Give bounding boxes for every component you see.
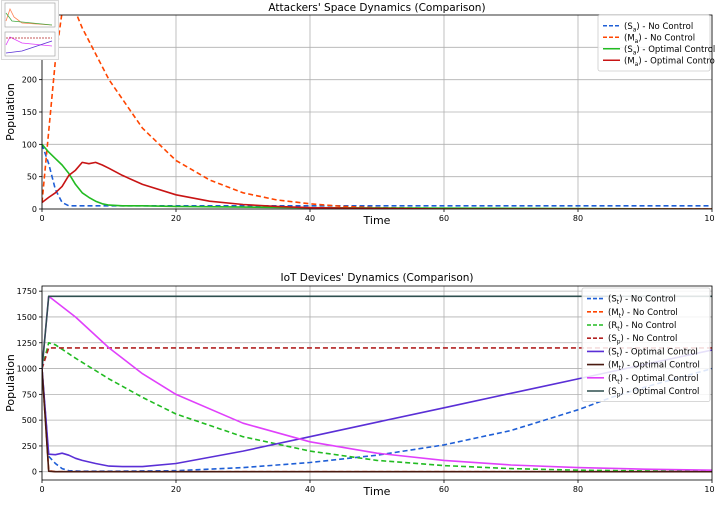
axes-frame — [41, 285, 713, 481]
chart-title: Attackers' Space Dynamics (Comparison) — [268, 2, 485, 14]
x-tick-label: 20 — [171, 214, 181, 223]
series-line-3 — [42, 143, 712, 209]
x-tick-label: 80 — [573, 214, 583, 223]
x-tick-label: 60 — [439, 214, 449, 223]
legend-label-1: (Sa) - No Control — [624, 22, 693, 34]
chart-panel-1: 020406080100050100150200250Attackers' Sp… — [4, 2, 715, 227]
y-tick-label: 500 — [22, 416, 37, 425]
legend-label-7: (Rt) - Optimal Control — [608, 374, 698, 386]
y-tick-label: 100 — [22, 140, 37, 149]
x-tick-label: 100 — [704, 214, 715, 223]
legend-label-4: (Ma) - Optimal Control — [624, 56, 715, 68]
y-tick-label: 750 — [22, 390, 37, 399]
axes-frame — [41, 14, 713, 210]
x-tick-label: 40 — [305, 485, 315, 494]
legend-label-8: (Sp) - Optimal Control — [608, 387, 699, 399]
y-tick-label: 1000 — [17, 365, 37, 374]
y-tick-label: 1750 — [17, 287, 37, 296]
x-tick-label: 0 — [39, 485, 44, 494]
legend-label-2: (Mt) - No Control — [608, 308, 678, 320]
series-line-5 — [42, 349, 712, 468]
legend-label-1: (St) - No Control — [608, 295, 676, 307]
legend-box — [581, 287, 711, 402]
legend-label-3: (Rt) - No Control — [608, 321, 676, 333]
legend-label-5: (St) - Optimal Control — [608, 347, 698, 359]
legend-label-6: (Mt) - Optimal Control — [608, 361, 700, 373]
x-axis-label: Time — [363, 485, 391, 498]
x-tick-label: 80 — [573, 485, 583, 494]
chart-panel-2: 02040608010002505007501000125015001750Io… — [4, 272, 715, 498]
series-line-6 — [42, 368, 712, 473]
legend-box — [597, 14, 711, 72]
x-tick-label: 40 — [305, 214, 315, 223]
y-tick-label: 1250 — [17, 339, 37, 348]
series-line-7 — [42, 295, 712, 471]
x-tick-label: 20 — [171, 485, 181, 494]
x-tick-label: 100 — [704, 485, 715, 494]
x-tick-label: 0 — [39, 214, 44, 223]
series-line-1 — [42, 144, 712, 207]
figure-thumbnail-icon — [1, 0, 59, 60]
series-line-4 — [42, 347, 712, 369]
y-axis-label: Population — [4, 83, 17, 141]
y-tick-label: 1500 — [17, 313, 37, 322]
legend-label-4: (Sp) - No Control — [608, 334, 677, 346]
series-line-8 — [42, 295, 712, 369]
legend-label-3: (Sa) - Optimal Control — [624, 45, 715, 57]
legend-label-2: (Ma) - No Control — [624, 33, 695, 45]
y-tick-label: 150 — [22, 108, 37, 117]
series-line-1 — [42, 367, 712, 472]
x-axis-label: Time — [363, 214, 391, 227]
x-tick-label: 60 — [439, 485, 449, 494]
chart-title: IoT Devices' Dynamics (Comparison) — [280, 272, 473, 284]
y-axis-label: Population — [4, 354, 17, 412]
y-tick-label: 0 — [32, 468, 37, 477]
series-line-3 — [42, 342, 712, 472]
y-tick-label: 0 — [32, 205, 37, 214]
y-tick-label: 50 — [27, 173, 37, 182]
y-tick-label: 200 — [22, 76, 37, 85]
y-tick-label: 250 — [22, 442, 37, 451]
